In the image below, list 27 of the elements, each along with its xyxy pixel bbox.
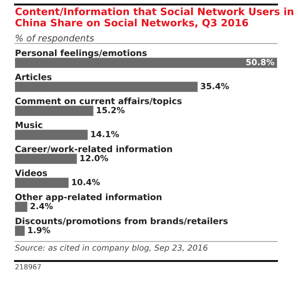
y-tick-label: Personal feelings/emotions: [16, 50, 147, 58]
y-tick-label: Music: [16, 122, 42, 128]
bar: [14, 226, 25, 236]
data-label: 15.2%: [96, 106, 125, 114]
y-tick-label: Videos: [14, 170, 48, 176]
data-label: 12.0%: [80, 154, 108, 162]
bar: [14, 178, 69, 188]
data-label: 10.4%: [72, 178, 100, 186]
y-tick-label: Career/work-related information: [15, 146, 172, 153]
bar: [14, 202, 28, 212]
data-label: 14.1%: [91, 130, 119, 138]
bar: [14, 58, 278, 68]
data-label: 50.8%: [246, 58, 274, 66]
bar: [14, 82, 198, 92]
y-tick-label: Comment on current affairs/topics: [15, 98, 182, 106]
data-label: 2.4%: [30, 202, 53, 210]
data-label: 1.9%: [28, 226, 50, 234]
y-tick-label: Discounts/promotions from brands/retailers: [16, 218, 228, 226]
y-tick-label: Articles: [14, 74, 52, 80]
chart-subtitle: % of respondents: [16, 34, 94, 44]
bar: [14, 106, 94, 116]
bar: [14, 154, 77, 164]
bar: [14, 130, 88, 140]
data-label: 35.4%: [200, 82, 229, 90]
source-note: Source: as cited in company blog, Sep 23, 2016: [14, 244, 208, 252]
chart-title: Content/Information that Social Network Users in China Share on Social Networks, Q3 2016: [15, 8, 294, 28]
y-tick-label: Other app-related information: [15, 194, 162, 202]
